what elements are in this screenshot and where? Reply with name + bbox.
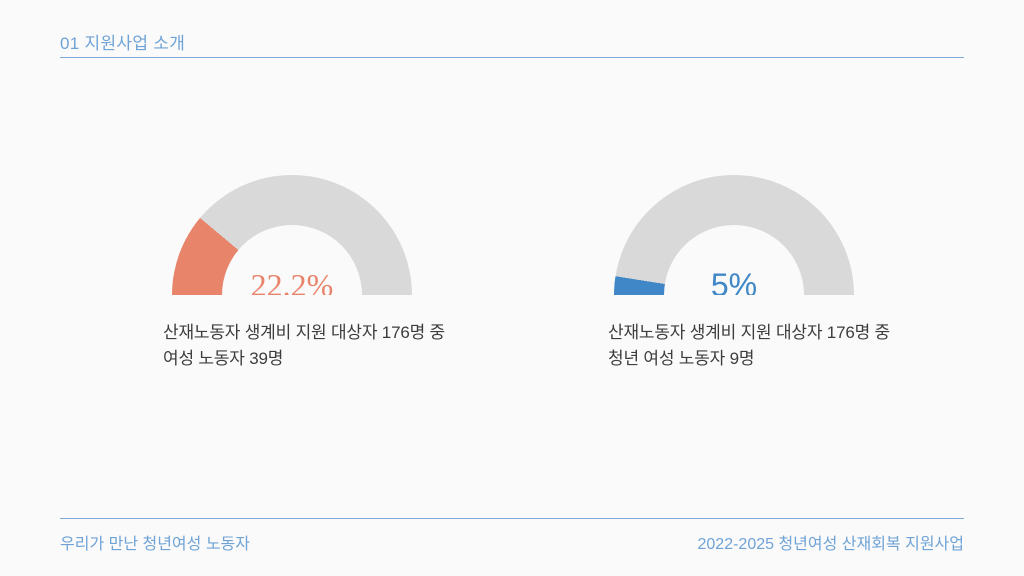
description-line-1: 산재노동자 생계비 지원 대상자 176명 중 (163, 323, 445, 342)
header-divider (60, 57, 964, 58)
footer-right-text: 2022-2025 청년여성 산재회복 지원사업 (697, 536, 965, 553)
gauge-women-description: 산재노동자 생계비 지원 대상자 176명 중 여성 노동자 39명 (163, 320, 445, 372)
gauge-young-women-percent-label: 5% (710, 267, 758, 295)
gauge-chart-young-women: 5% (614, 175, 854, 295)
description-line-2: 청년 여성 노동자 9명 (608, 349, 755, 368)
gauge-chart-women: 22.2% (172, 175, 412, 295)
description-line-2: 여성 노동자 39명 (163, 349, 284, 368)
footer-divider (60, 518, 964, 519)
page-title: 01 지원사업 소개 (60, 34, 186, 53)
footer-left-text: 우리가 만난 청년여성 노동자 (60, 536, 250, 553)
gauge-young-women-description: 산재노동자 생계비 지원 대상자 176명 중 청년 여성 노동자 9명 (608, 320, 890, 372)
description-line-1: 산재노동자 생계비 지원 대상자 176명 중 (608, 323, 890, 342)
gauge-women-percent-label: 22.2% (250, 267, 334, 295)
